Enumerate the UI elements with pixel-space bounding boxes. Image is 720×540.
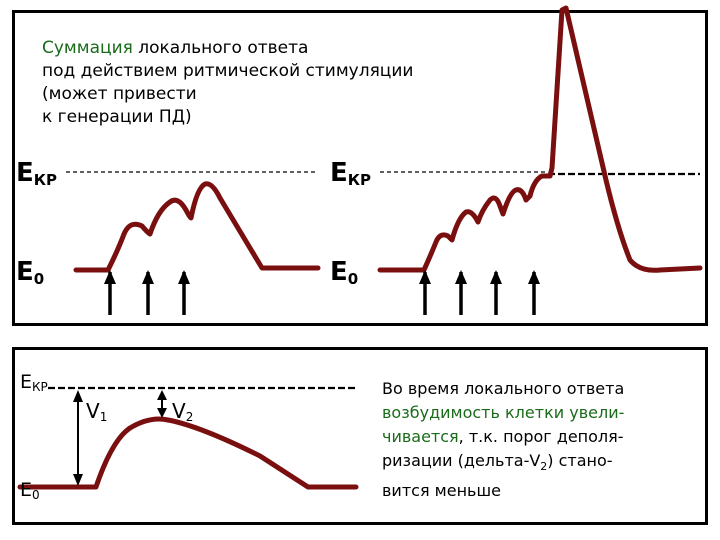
caption-highlight: Суммация [42,38,133,58]
caption-line-2: под действием ритмической стимуляции [42,61,414,81]
arrow-head [178,270,190,284]
right-e0-label: E0 [330,257,358,288]
text-line-3-rest: , т.к. порог деполя- [458,427,624,446]
arrow-head [528,270,540,284]
right-ekr-label: EКР [330,158,371,189]
v1-double-arrow [73,390,83,486]
text-line-2: возбудимость клетки увели- [382,403,625,422]
v2-double-arrow [157,390,167,418]
summation-caption: Суммация локального ответа под действием… [42,37,413,129]
bottom-panel [12,347,708,525]
v2-label: V2 [172,399,193,424]
caption-line-1-rest: локального ответа [132,38,309,58]
arrow-head [419,270,431,284]
arrow-head [490,270,502,284]
text-line-1: Во время локального ответа [382,379,625,398]
caption-line-4: к генерации ПД) [42,107,192,127]
text-line-4-sub: 2 [540,460,548,474]
left-e0-label: E0 [16,257,44,288]
text-line-5: вится меньше [382,481,501,501]
bottom-local-response-curve [17,416,359,490]
text-line-3-green: чивается [382,427,459,446]
right-action-potential-curve [377,5,703,273]
v1-label: V1 [86,399,107,424]
bottom-ekr-label: EКР [20,371,48,394]
caption-line-1: Суммация локального ответа [42,37,413,60]
top-panel [12,10,708,326]
left-local-response-curve [73,181,321,273]
arrow-head [142,270,154,284]
bottom-e0-label: E0 [20,479,40,502]
left-stimulus-arrows [104,270,190,315]
arrow-head [104,270,116,284]
text-line-4: ризации (дельта-V2) стано- [382,451,613,474]
right-stimulus-arrows [419,270,540,315]
left-ekr-label: EКР [16,158,57,189]
caption-line-3: (может привести [42,84,197,104]
arrow-head [455,270,467,284]
text-line-3: чивается, т.к. порог деполя- [382,425,624,449]
excitability-text: Во время локального ответа возбудимость … [382,377,624,503]
